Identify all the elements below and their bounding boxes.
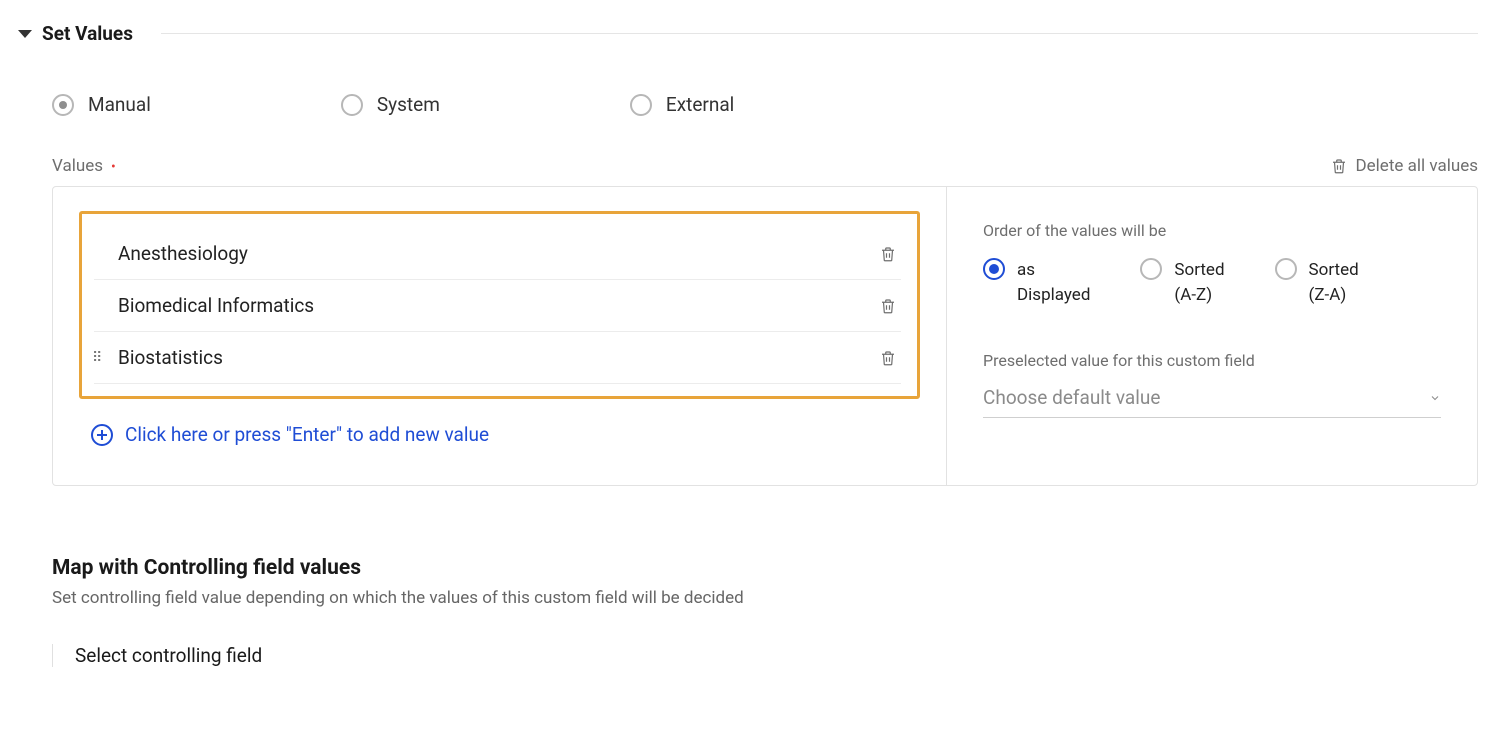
radio-icon (52, 94, 74, 116)
add-value-label: Click here or press "Enter" to add new v… (125, 423, 489, 446)
plus-circle-icon (91, 424, 113, 446)
source-radio-external[interactable]: External (630, 93, 734, 116)
drag-handle-icon[interactable]: ⠿ (92, 351, 103, 365)
value-row[interactable]: ⠿ Biostatistics (94, 332, 901, 384)
value-label: Biomedical Informatics (118, 294, 314, 317)
section-header: Set Values (18, 22, 1478, 45)
trash-icon (1330, 156, 1348, 176)
trash-icon[interactable] (879, 244, 897, 264)
delete-all-values-button[interactable]: Delete all values (1330, 156, 1479, 176)
map-description: Set controlling field value depending on… (52, 588, 1478, 608)
value-row[interactable]: Biomedical Informatics (94, 280, 901, 332)
values-options-column: Order of the values will be as Displayed… (947, 187, 1477, 485)
radio-icon (630, 94, 652, 116)
trash-icon[interactable] (879, 296, 897, 316)
order-line1: Sorted (1174, 260, 1224, 280)
select-placeholder: Choose default value (983, 386, 1160, 409)
order-line1: Sorted (1309, 260, 1359, 280)
order-radio-as-displayed[interactable]: as Displayed (983, 258, 1090, 307)
preselect-label: Preselected value for this custom field (983, 351, 1441, 370)
chevron-down-icon (1429, 392, 1441, 404)
disclosure-caret-icon[interactable] (18, 30, 32, 38)
delete-all-label: Delete all values (1356, 156, 1479, 176)
radio-label: Sorted (Z-A) (1309, 258, 1359, 307)
values-label-wrap: Values • (52, 156, 116, 176)
values-list-column: Anesthesiology Biomedical Informatics ⠿ … (53, 187, 947, 485)
radio-icon (1275, 258, 1297, 280)
section-title: Set Values (42, 22, 133, 45)
controlling-field-select-label: Select controlling field (75, 644, 262, 667)
order-line2: (Z-A) (1309, 285, 1347, 305)
trash-icon[interactable] (879, 348, 897, 368)
value-label: Biostatistics (118, 346, 223, 369)
order-line1: as (1017, 260, 1035, 280)
order-line2: (A-Z) (1174, 285, 1212, 305)
radio-icon (341, 94, 363, 116)
order-radio-sorted-za[interactable]: Sorted (Z-A) (1275, 258, 1359, 307)
order-line2: Displayed (1017, 285, 1090, 305)
values-label: Values (52, 156, 103, 176)
source-radio-group: Manual System External (18, 93, 1478, 116)
radio-icon (983, 258, 1005, 280)
order-radio-group: as Displayed Sorted (A-Z) Sorted (Z-A) (983, 258, 1441, 307)
values-panel: Anesthesiology Biomedical Informatics ⠿ … (52, 186, 1478, 486)
order-radio-sorted-az[interactable]: Sorted (A-Z) (1140, 258, 1224, 307)
controlling-field-select[interactable]: Select controlling field (52, 644, 1478, 667)
add-value-button[interactable]: Click here or press "Enter" to add new v… (79, 423, 920, 446)
value-row[interactable]: Anesthesiology (94, 228, 901, 280)
radio-label: System (377, 93, 440, 116)
radio-label: External (666, 93, 734, 116)
values-list-highlight: Anesthesiology Biomedical Informatics ⠿ … (79, 211, 920, 399)
radio-label: Manual (88, 93, 151, 116)
map-section: Map with Controlling field values Set co… (52, 556, 1478, 667)
default-value-select[interactable]: Choose default value (983, 386, 1441, 418)
values-header: Values • Delete all values (18, 156, 1478, 176)
source-radio-manual[interactable]: Manual (52, 93, 151, 116)
radio-label: as Displayed (1017, 258, 1090, 307)
radio-label: Sorted (A-Z) (1174, 258, 1224, 307)
map-title: Map with Controlling field values (52, 556, 1478, 580)
radio-icon (1140, 258, 1162, 280)
source-radio-system[interactable]: System (341, 93, 440, 116)
required-indicator-icon: • (111, 159, 116, 175)
section-divider (161, 33, 1478, 34)
value-label: Anesthesiology (118, 242, 248, 265)
order-heading: Order of the values will be (983, 221, 1441, 240)
